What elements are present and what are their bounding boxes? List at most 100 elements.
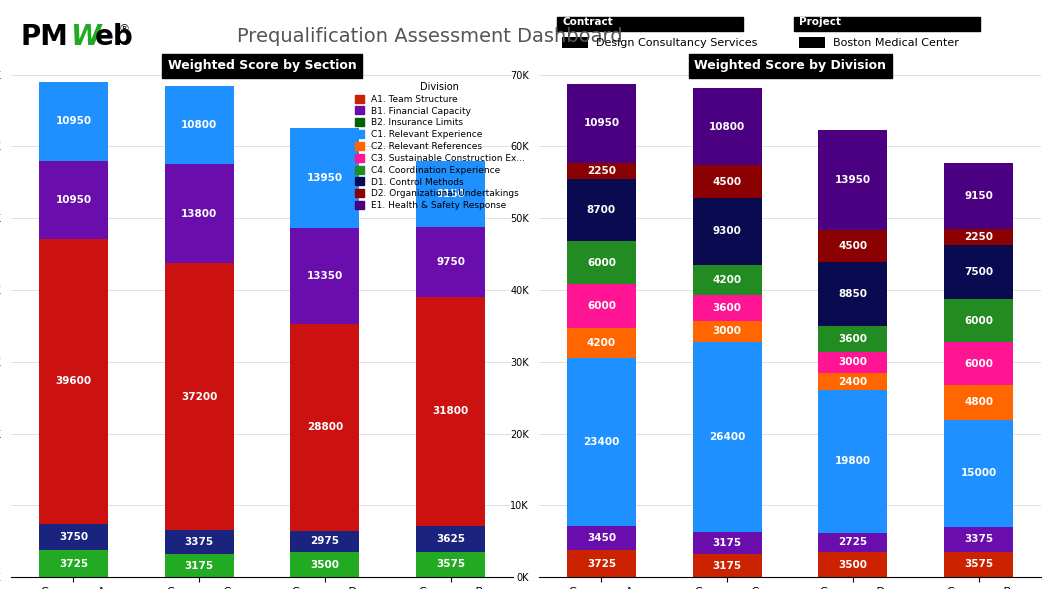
Text: 3175: 3175: [184, 561, 214, 571]
Bar: [692, 88, 762, 166]
Text: 10800: 10800: [709, 122, 745, 132]
Bar: [692, 342, 762, 532]
Text: 7500: 7500: [964, 267, 993, 277]
Text: 23400: 23400: [583, 436, 620, 446]
Text: 13350: 13350: [307, 271, 343, 281]
Bar: [164, 87, 234, 164]
Bar: [567, 84, 636, 163]
Text: 3000: 3000: [712, 326, 742, 336]
Text: PM: PM: [21, 23, 68, 51]
Text: 4500: 4500: [838, 241, 868, 251]
Text: 4200: 4200: [712, 274, 742, 284]
Text: 19800: 19800: [835, 456, 871, 466]
Bar: [567, 284, 636, 327]
Bar: [692, 264, 762, 294]
Text: 8700: 8700: [587, 205, 616, 215]
Bar: [944, 342, 1013, 385]
Text: 9300: 9300: [712, 226, 742, 236]
Text: 28800: 28800: [307, 422, 343, 432]
Bar: [290, 228, 360, 324]
Text: 4200: 4200: [587, 337, 616, 348]
Text: Project: Project: [800, 18, 842, 28]
Bar: [567, 526, 636, 551]
Bar: [944, 385, 1013, 419]
Text: W: W: [70, 23, 101, 51]
Bar: [944, 229, 1013, 245]
Bar: [944, 163, 1013, 229]
Bar: [692, 320, 762, 342]
Bar: [39, 161, 108, 239]
Bar: [818, 262, 888, 326]
Text: 3375: 3375: [964, 534, 993, 544]
Text: 2250: 2250: [587, 166, 615, 176]
Text: 6000: 6000: [587, 258, 615, 268]
Bar: [39, 239, 108, 524]
Bar: [416, 161, 485, 227]
Bar: [416, 227, 485, 297]
Bar: [39, 551, 108, 577]
Bar: [290, 531, 360, 552]
Bar: [944, 551, 1013, 577]
Bar: [818, 552, 888, 577]
Bar: [164, 554, 234, 577]
Title: Weighted Score by Section: Weighted Score by Section: [167, 59, 357, 72]
Text: 6000: 6000: [587, 301, 615, 311]
Bar: [692, 166, 762, 198]
Text: 10950: 10950: [56, 195, 92, 205]
Bar: [416, 297, 485, 525]
Text: 2250: 2250: [964, 232, 993, 242]
Text: 4500: 4500: [712, 177, 742, 187]
Bar: [567, 551, 636, 577]
Text: 15000: 15000: [960, 468, 996, 478]
Bar: [567, 358, 636, 526]
Text: 10800: 10800: [181, 120, 217, 130]
Text: 3575: 3575: [964, 560, 993, 570]
Text: 3000: 3000: [838, 358, 868, 368]
Bar: [567, 327, 636, 358]
Text: Boston Medical Center: Boston Medical Center: [833, 38, 959, 48]
Text: 8850: 8850: [838, 289, 868, 299]
Text: 9750: 9750: [437, 257, 465, 267]
Bar: [416, 525, 485, 551]
Text: 13950: 13950: [307, 173, 343, 183]
Bar: [567, 179, 636, 241]
Text: 3450: 3450: [587, 533, 616, 543]
Bar: [416, 551, 485, 577]
Bar: [692, 532, 762, 554]
Bar: [818, 391, 888, 532]
FancyBboxPatch shape: [557, 17, 743, 31]
Text: 3175: 3175: [712, 561, 742, 571]
Text: 2975: 2975: [310, 537, 340, 547]
Text: 3725: 3725: [587, 559, 616, 569]
Text: 3600: 3600: [712, 303, 742, 313]
Bar: [944, 299, 1013, 342]
Text: 9150: 9150: [437, 189, 465, 199]
Bar: [290, 552, 360, 577]
Text: Contract: Contract: [562, 18, 613, 28]
Text: 26400: 26400: [709, 432, 746, 442]
Text: 31800: 31800: [432, 406, 469, 416]
Bar: [818, 373, 888, 391]
FancyBboxPatch shape: [794, 17, 979, 31]
Bar: [818, 326, 888, 352]
Text: 3625: 3625: [437, 534, 465, 544]
Bar: [164, 530, 234, 554]
Bar: [290, 324, 360, 531]
Text: 3175: 3175: [712, 538, 742, 548]
Bar: [692, 198, 762, 264]
Bar: [39, 82, 108, 161]
Bar: [818, 130, 888, 230]
Text: 3375: 3375: [184, 537, 214, 547]
Bar: [818, 230, 888, 262]
Text: 3500: 3500: [310, 560, 340, 570]
Text: 13800: 13800: [181, 209, 217, 219]
Text: 39600: 39600: [56, 376, 92, 386]
Text: 3725: 3725: [59, 559, 88, 569]
Bar: [944, 245, 1013, 299]
Bar: [290, 128, 360, 228]
Bar: [692, 554, 762, 577]
Text: 3500: 3500: [838, 560, 868, 570]
Text: 10950: 10950: [584, 118, 620, 128]
Text: 13950: 13950: [835, 175, 871, 185]
Bar: [39, 524, 108, 551]
